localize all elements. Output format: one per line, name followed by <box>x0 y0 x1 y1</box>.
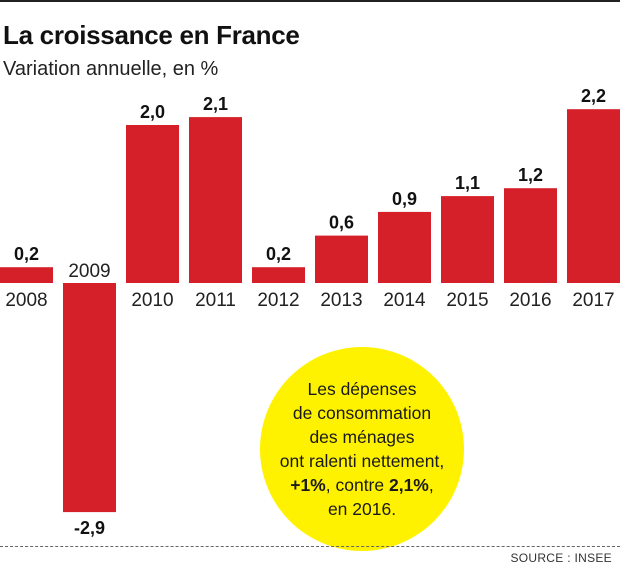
bar-2010 <box>126 125 179 283</box>
value-label-2010: 2,0 <box>140 102 165 122</box>
callout-line: des ménages <box>309 427 415 447</box>
category-label-2010: 2010 <box>131 290 173 311</box>
category-label-2015: 2015 <box>446 290 488 311</box>
bar-2009 <box>63 283 116 513</box>
bar-2014 <box>378 211 431 283</box>
value-label-2009: -2,9 <box>74 518 105 538</box>
callout-bubble: Les dépenses de consommation des ménages… <box>260 347 464 551</box>
value-label-2016: 1,2 <box>518 165 543 185</box>
callout-line: ont ralenti nettement, <box>279 451 445 471</box>
category-label-2009: 2009 <box>68 261 110 282</box>
callout-line: Les dépenses <box>307 379 417 399</box>
source-note: SOURCE : INSEE <box>510 551 612 565</box>
category-label-2013: 2013 <box>320 290 362 311</box>
value-label-2011: 2,1 <box>203 94 228 114</box>
category-label-2012: 2012 <box>257 290 299 311</box>
bar-2008 <box>0 267 53 283</box>
callout-line: de consommation <box>292 403 432 423</box>
category-label-2011: 2011 <box>195 290 236 311</box>
value-label-2008: 0,2 <box>14 244 39 264</box>
value-label-2012: 0,2 <box>266 244 291 264</box>
callout-text: Les dépenses de consommation des ménages… <box>267 377 457 521</box>
category-label-2016: 2016 <box>509 290 551 311</box>
category-label-2014: 2014 <box>383 290 426 311</box>
callout-highlight: 2,1% <box>388 475 429 495</box>
chart-subtitle: Variation annuelle, en % <box>3 58 219 80</box>
bar-2012 <box>252 267 305 283</box>
value-label-2015: 1,1 <box>455 173 480 193</box>
callout-text-part: , contre <box>325 475 389 495</box>
chart-title: La croissance en France <box>3 20 300 50</box>
value-label-2014: 0,9 <box>392 189 417 209</box>
callout-highlight: +1% <box>290 475 326 495</box>
value-label-2013: 0,6 <box>329 213 354 233</box>
bar-2016 <box>504 188 557 283</box>
bar-2017 <box>567 109 620 283</box>
bar-2011 <box>189 117 242 283</box>
category-label-2008: 2008 <box>5 290 47 311</box>
callout-line: +1%, contre 2,1%, <box>267 473 457 497</box>
bar-2013 <box>315 235 368 283</box>
top-rule <box>0 0 620 2</box>
bar-2015 <box>441 196 494 283</box>
callout-line: en 2016. <box>327 499 397 519</box>
callout-text-part: , <box>428 475 434 495</box>
value-label-2017: 2,2 <box>581 86 606 106</box>
bottom-rule <box>0 546 620 547</box>
category-label-2017: 2017 <box>572 290 614 311</box>
